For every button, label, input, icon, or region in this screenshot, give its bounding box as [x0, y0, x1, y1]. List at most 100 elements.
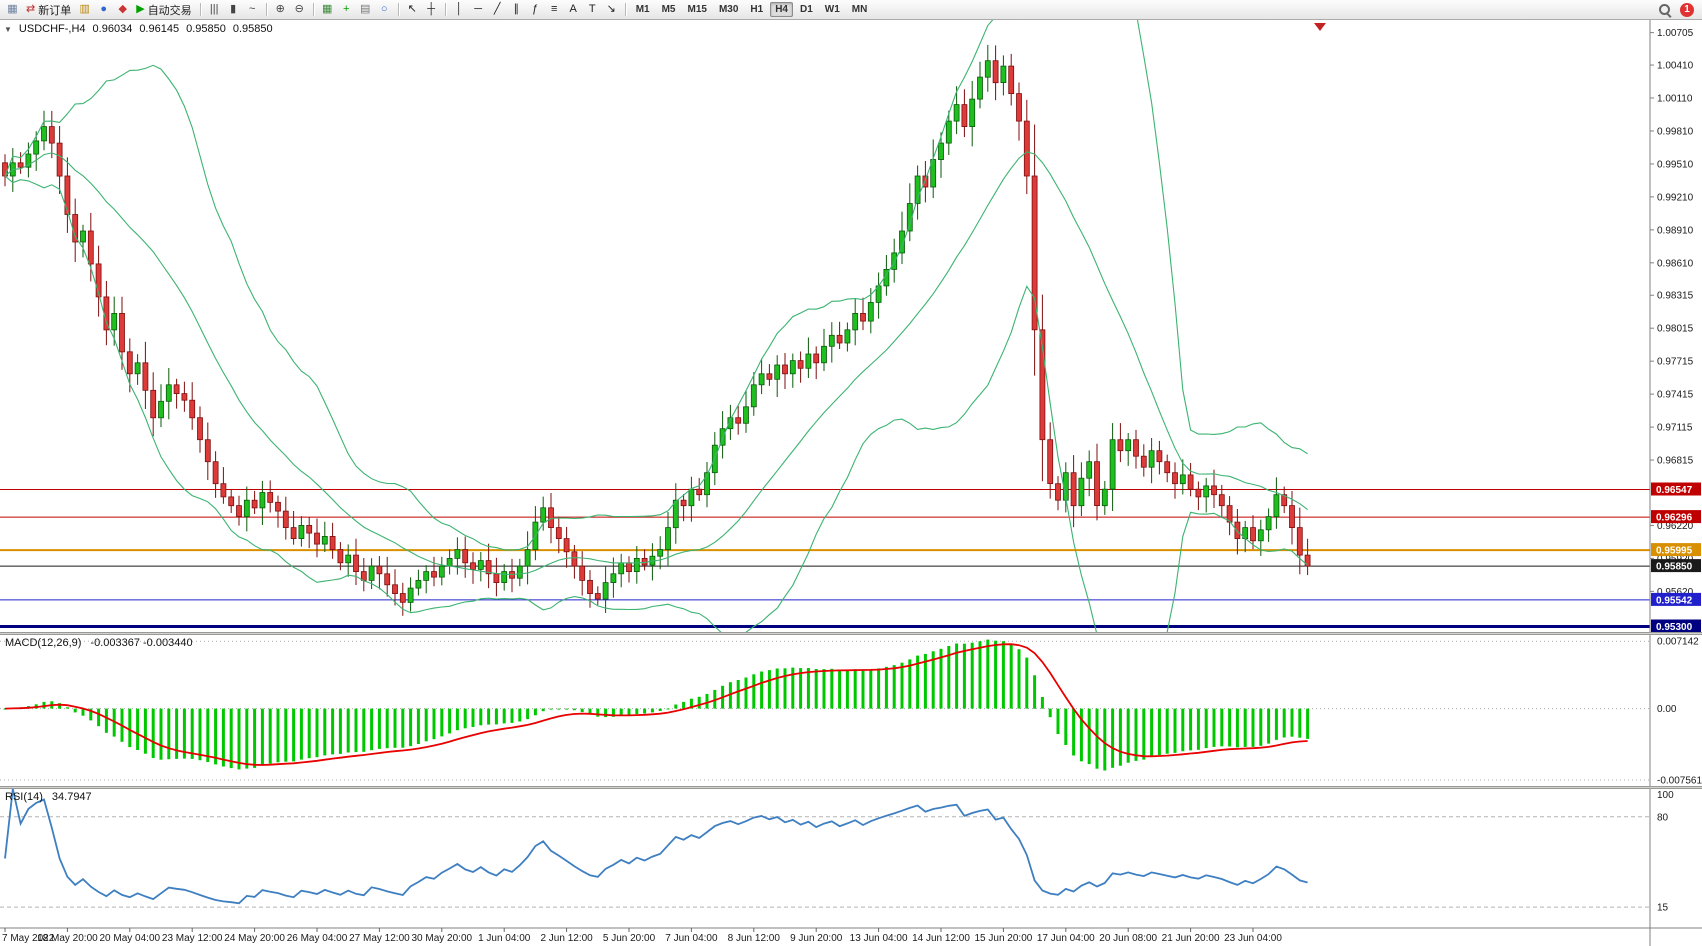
toolbar: ▦ ⇄ 新订单 ▥ ● ◆ ▶ 自动交易 ||| ▮ ~ ⊕ ⊖ ▦ + ▤ ○ ↖ ┼ │ ─ ╱ ∥ ƒ ≡ A T ↘ M1 M5…	[0, 0, 1702, 20]
svg-text:15: 15	[1657, 903, 1669, 914]
zoom-out-button[interactable]: ⊖	[291, 1, 308, 18]
line-chart-button[interactable]: ~	[244, 1, 261, 18]
fibonacci-button[interactable]: ƒ	[527, 1, 544, 18]
svg-text:0.96296: 0.96296	[1656, 513, 1693, 524]
toolbar-right: 1	[1655, 1, 1699, 18]
history-center-button[interactable]: ◆	[114, 1, 131, 18]
pane-splitter-rsi[interactable]	[0, 786, 1702, 789]
market-watch-icon: ●	[100, 3, 108, 15]
svg-text:0.96547: 0.96547	[1656, 485, 1693, 496]
horizontal-line-button[interactable]: ─	[470, 1, 487, 18]
text-button[interactable]: A	[565, 1, 582, 18]
crosshair-button[interactable]: ┼	[423, 1, 440, 18]
svg-text:0.00: 0.00	[1657, 704, 1677, 715]
cursor-icon: ↖	[407, 3, 417, 15]
refresh-button[interactable]: ○	[376, 1, 393, 18]
bar-chart-button[interactable]: |||	[206, 1, 223, 18]
templates-button[interactable]: ▤	[357, 1, 374, 18]
rsi-label: RSI(14) 34.7947	[5, 791, 92, 803]
channel-button[interactable]: ∥	[508, 1, 525, 18]
svg-text:27 May 12:00: 27 May 12:00	[349, 933, 410, 944]
bollinger-lower	[4, 175, 1308, 632]
candlestick-chart-icon: ▮	[230, 3, 237, 15]
chart-window-button[interactable]: ▦	[4, 1, 21, 18]
svg-text:0.97715: 0.97715	[1657, 357, 1694, 368]
timeframe-d1[interactable]: D1	[800, 4, 813, 15]
shapes-button[interactable]: ≡	[546, 1, 563, 18]
svg-text:0.96220: 0.96220	[1657, 521, 1694, 532]
macd-histogram	[3, 639, 1310, 771]
indicators-icon: +	[342, 3, 350, 15]
svg-text:9 Jun 20:00: 9 Jun 20:00	[790, 933, 843, 944]
horizontal-lines[interactable]	[0, 489, 1650, 628]
autotrading-label: 自动交易	[147, 4, 192, 17]
arrows-button[interactable]: ↘	[603, 1, 620, 18]
chart-background	[0, 20, 1702, 946]
timeframe-m1[interactable]: M1	[635, 4, 650, 15]
chart-shift-icon[interactable]	[1314, 23, 1326, 31]
bollinger-upper	[4, 20, 1308, 551]
search-icon	[1659, 3, 1671, 16]
bar-chart-icon: |||	[209, 3, 219, 15]
cursor-button[interactable]: ↖	[404, 1, 421, 18]
collapse-icon[interactable]: ▼	[4, 24, 12, 34]
svg-text:0.95300: 0.95300	[1656, 622, 1693, 633]
svg-text:0.95542: 0.95542	[1656, 595, 1693, 606]
chart-window-icon: ▦	[7, 3, 18, 15]
svg-text:1.00110: 1.00110	[1657, 94, 1693, 105]
market-watch-button[interactable]: ●	[95, 1, 112, 18]
vertical-line-button[interactable]: │	[451, 1, 468, 18]
autotrading-button[interactable]: ▶ 自动交易	[133, 1, 194, 18]
svg-text:1.00705: 1.00705	[1657, 28, 1694, 39]
svg-text:0.98910: 0.98910	[1657, 225, 1694, 236]
timeframe-mn[interactable]: MN	[851, 4, 868, 15]
svg-text:0.99210: 0.99210	[1657, 192, 1694, 203]
price-axis[interactable]: 1.00705 1.00410 1.00110 0.99810 0.99510 0.992…	[1649, 20, 1702, 946]
toolbar-separator	[444, 3, 446, 16]
autotrading-icon: ▶	[136, 3, 145, 15]
pane-splitter-macd[interactable]	[0, 632, 1702, 635]
channel-icon: ∥	[513, 3, 519, 15]
timeframe-w1[interactable]: W1	[824, 4, 840, 15]
svg-text:30 May 20:00: 30 May 20:00	[411, 933, 472, 944]
price-badge-orange-level	[1651, 543, 1701, 557]
trendline-button[interactable]: ╱	[489, 1, 506, 18]
svg-text:0.98610: 0.98610	[1657, 258, 1694, 269]
timeframe-m30[interactable]: M30	[718, 4, 739, 15]
indicators-button[interactable]: +	[338, 1, 355, 18]
svg-text:5 Jun 20:00: 5 Jun 20:00	[603, 933, 656, 944]
timeframe-m5[interactable]: M5	[661, 4, 676, 15]
shapes-icon: ≡	[550, 3, 558, 15]
search-button[interactable]	[1656, 1, 1674, 18]
svg-text:0.97415: 0.97415	[1657, 390, 1694, 401]
timeframe-h1[interactable]: H1	[750, 4, 764, 15]
macd-values: -0.003367 -0.003440	[90, 637, 193, 649]
svg-text:23 May 12:00: 23 May 12:00	[162, 933, 223, 944]
tile-windows-button[interactable]: ▦	[319, 1, 336, 18]
toolbar-separator	[624, 3, 626, 16]
toolbar-separator	[397, 3, 399, 16]
label-button[interactable]: T	[584, 1, 601, 18]
zoom-out-icon: ⊖	[294, 3, 304, 15]
toolbar-separator	[312, 3, 314, 16]
svg-text:20 Jun 08:00: 20 Jun 08:00	[1099, 933, 1157, 944]
new-order-button[interactable]: ⇄ 新订单	[23, 1, 74, 18]
timeframe-m15[interactable]: M15	[687, 4, 707, 15]
svg-text:0.95620: 0.95620	[1657, 587, 1694, 598]
rsi-name: RSI(14)	[5, 791, 43, 803]
indicator-list-button[interactable]: ▥	[76, 1, 93, 18]
notification-badge[interactable]: 1	[1680, 2, 1694, 17]
timeframe-h4[interactable]: H4	[770, 2, 793, 17]
svg-text:20 May 04:00: 20 May 04:00	[99, 933, 160, 944]
price-badge-support-navy	[1651, 619, 1701, 633]
templates-icon: ▤	[359, 3, 371, 15]
svg-text:0.007142: 0.007142	[1657, 637, 1699, 648]
candlestick-chart-button[interactable]: ▮	[225, 1, 242, 18]
svg-text:26 May 04:00: 26 May 04:00	[287, 933, 348, 944]
zoom-in-button[interactable]: ⊕	[272, 1, 289, 18]
symbol-period-label: USDCHF-,H4	[18, 23, 86, 35]
tile-windows-icon: ▦	[321, 3, 333, 15]
open-value: 0.96034	[92, 23, 133, 35]
